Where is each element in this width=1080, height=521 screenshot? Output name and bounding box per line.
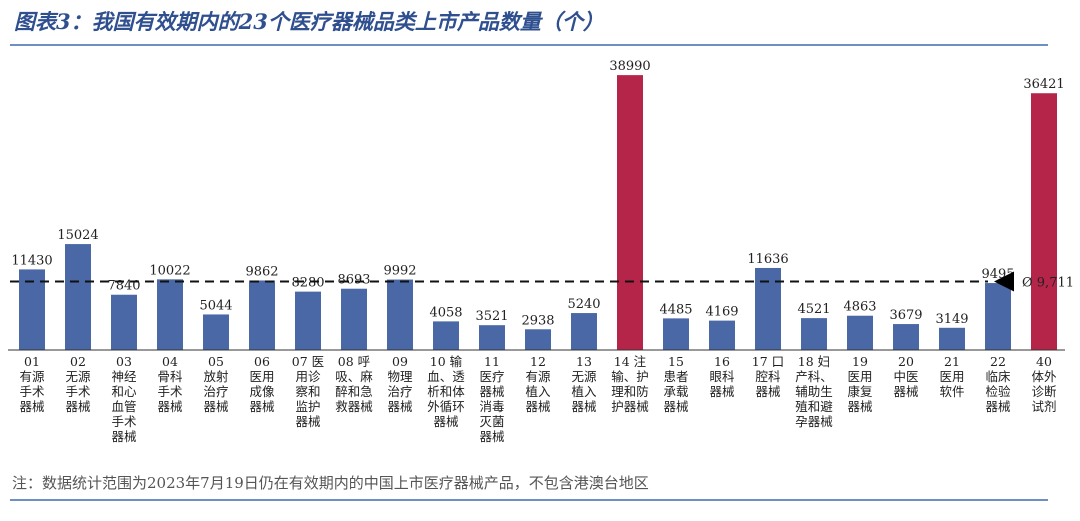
- bars-group: [19, 75, 1057, 351]
- value-label-3: 10022: [149, 263, 190, 278]
- chart-title: 图表3：我国有效期内的23个医疗器械品类上市产品数量（个）: [14, 9, 604, 34]
- category-label-20: 21 医用软件: [939, 354, 964, 399]
- average-marker-triangle: [994, 271, 1014, 292]
- value-label-18: 4863: [843, 300, 876, 315]
- bar-1: [65, 244, 91, 350]
- bar-15: [709, 320, 735, 350]
- bar-5: [249, 280, 275, 350]
- bar-3: [157, 279, 183, 350]
- category-label-19: 20 中医器械: [893, 354, 919, 399]
- top-rule: [10, 44, 1048, 46]
- bar-19: [893, 324, 919, 350]
- value-label-7: 8693: [337, 273, 370, 288]
- bar-18: [847, 315, 873, 350]
- bar-10: [479, 325, 505, 350]
- category-label-15: 16 眼科器械: [709, 354, 735, 399]
- value-label-11: 2938: [521, 313, 554, 328]
- bar-6: [295, 291, 321, 350]
- category-label-6: 07 医用诊察和监护器械: [292, 354, 324, 429]
- value-label-15: 4169: [705, 305, 738, 320]
- value-label-6: 8280: [291, 276, 324, 291]
- category-label-11: 12 有源植入器械: [525, 354, 551, 414]
- category-label-4: 05 放射治疗器械: [203, 354, 229, 414]
- bar-22: [1031, 93, 1057, 351]
- bottom-rule: [10, 499, 1048, 501]
- average-label: Ø 9,711: [1022, 276, 1074, 291]
- category-label-21: 22 临床检验器械: [985, 354, 1011, 414]
- category-labels-group: 01 有源手术器械 02 无源手术器械 03 神经和心血管手术器械 04 骨科手术器械 05 放射…: [19, 354, 1057, 444]
- value-label-10: 3521: [475, 309, 508, 324]
- bar-11: [525, 329, 551, 350]
- value-label-8: 9992: [383, 264, 416, 279]
- category-label-9: 10 输血、透析和体外循环器械: [427, 354, 465, 429]
- category-label-8: 09 物理治疗器械: [387, 354, 413, 414]
- bar-2: [111, 294, 137, 350]
- bar-13: [617, 75, 643, 351]
- value-label-16: 11636: [747, 252, 788, 267]
- category-label-14: 15 患者承载器械: [663, 354, 689, 414]
- category-label-1: 02 无源手术器械: [65, 354, 91, 414]
- category-label-13: 14 注输、护理和防护器械: [611, 354, 649, 414]
- value-label-14: 4485: [659, 302, 692, 317]
- value-label-17: 4521: [797, 302, 830, 317]
- bar-16: [755, 267, 781, 350]
- category-label-18: 19 医用康复器械: [847, 354, 873, 414]
- category-label-17: 18 妇产科、辅助生殖和避孕器械: [795, 354, 833, 429]
- bar-4: [203, 314, 229, 350]
- category-label-7: 08 呼吸、麻醉和急救器械: [335, 354, 373, 414]
- bar-9: [433, 321, 459, 350]
- bar-21: [985, 283, 1011, 350]
- bar-0: [19, 269, 45, 350]
- bar-17: [801, 318, 827, 350]
- category-label-2: 03 神经和心血管手术器械: [111, 354, 137, 444]
- value-label-9: 4058: [429, 305, 462, 320]
- value-label-4: 5044: [199, 298, 232, 313]
- value-label-19: 3679: [889, 308, 922, 323]
- bar-20: [939, 327, 965, 350]
- category-label-16: 17 口腔科器械: [752, 354, 784, 399]
- value-label-22: 36421: [1023, 77, 1064, 92]
- category-label-0: 01 有源手术器械: [19, 354, 45, 414]
- footnote: 注：数据统计范围为2023年7月19日仍在有效期内的中国上市医疗器械产品，不包含…: [12, 474, 649, 492]
- value-label-0: 11430: [11, 253, 52, 268]
- value-label-5: 9862: [245, 264, 278, 279]
- value-label-13: 38990: [609, 59, 650, 74]
- category-label-3: 04 骨科手术器械: [157, 354, 183, 414]
- bar-14: [663, 318, 689, 350]
- category-label-5: 06 医用成像器械: [249, 354, 275, 414]
- category-label-22: 40 体外诊断试剂: [1031, 354, 1057, 414]
- bar-8: [387, 279, 413, 350]
- value-label-12: 5240: [567, 297, 600, 312]
- bar-7: [341, 288, 367, 350]
- category-label-12: 13 无源植入器械: [571, 354, 597, 414]
- category-label-10: 11 医疗器械消毒灭菌器械: [479, 354, 505, 444]
- bar-12: [571, 313, 597, 350]
- value-label-20: 3149: [935, 312, 968, 327]
- value-label-1: 15024: [57, 228, 98, 243]
